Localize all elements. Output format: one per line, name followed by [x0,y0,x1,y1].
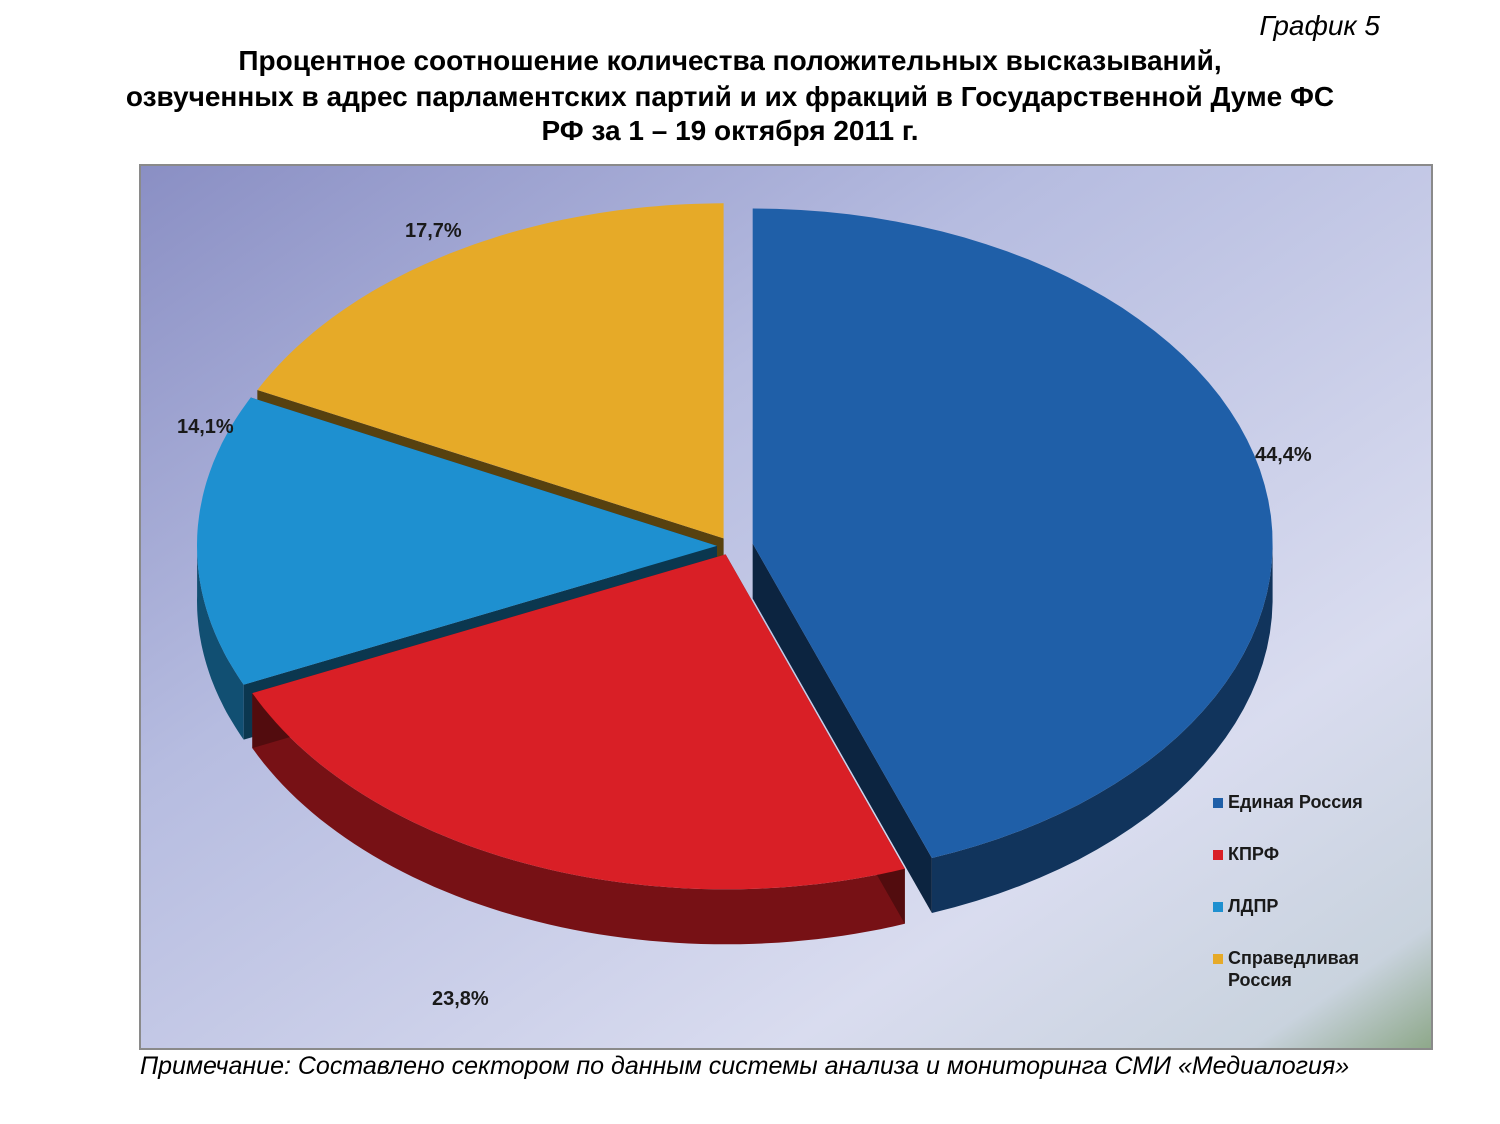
slice-edinaya-rossiya [752,208,1273,913]
slice-edinaya-rossiya-wall [752,543,932,913]
legend-label: КПРФ [1228,844,1280,864]
slice-kprf [252,554,905,945]
data-label-ldpr: 14,1% [177,416,234,438]
slice-kprf-rim [252,693,905,945]
data-label-kprf: 23,8% [432,988,489,1010]
legend-label: Справедливая [1228,948,1359,968]
pie-chart [141,166,1431,1048]
chart-area: 44,4% 23,8% 14,1% 17,7% Единая Россия КП… [139,164,1433,1050]
legend-item-edinaya-rossiya: Единая Россия [1213,791,1413,813]
legend-item-spravedlivaya-rossiya: Справедливая Россия [1213,947,1413,991]
chart-title-line-1: Процентное соотношение количества положи… [238,45,1222,76]
figure-caption: График 5 [1259,10,1380,41]
legend-swatch [1213,798,1223,808]
legend-label-line-2: Россия [1228,970,1292,990]
legend-item-ldpr: ЛДПР [1213,895,1413,917]
slice-spravedlivaya-rossiya-top [257,203,724,539]
chart-title-line-2: озвученных в адрес парламентских партий … [125,81,1335,112]
data-label-edinaya-rossiya: 44,4% [1255,444,1312,466]
source-note: Примечание: Составлено сектором по данны… [140,1052,1350,1080]
slice-ldpr-rim [197,540,244,740]
legend-swatch [1213,954,1223,964]
legend-swatch [1213,850,1223,860]
legend-label: Единая Россия [1228,792,1363,812]
slice-edinaya-rossiya-rim [931,546,1273,913]
legend-item-kprf: КПРФ [1213,843,1413,865]
chart-title-line-3: РФ за 1 – 19 октября 2011 г. [541,115,919,146]
slice-ldpr-top [197,397,718,685]
legend-label: ЛДПР [1228,896,1279,916]
slice-kprf-top [252,554,905,890]
data-label-spravedlivaya-rossiya: 17,7% [405,220,462,242]
legend-swatch [1213,902,1223,912]
chart-legend: Единая Россия КПРФ ЛДПР Справедливая Рос… [1213,791,1413,1021]
slice-edinaya-rossiya-top [752,208,1273,858]
